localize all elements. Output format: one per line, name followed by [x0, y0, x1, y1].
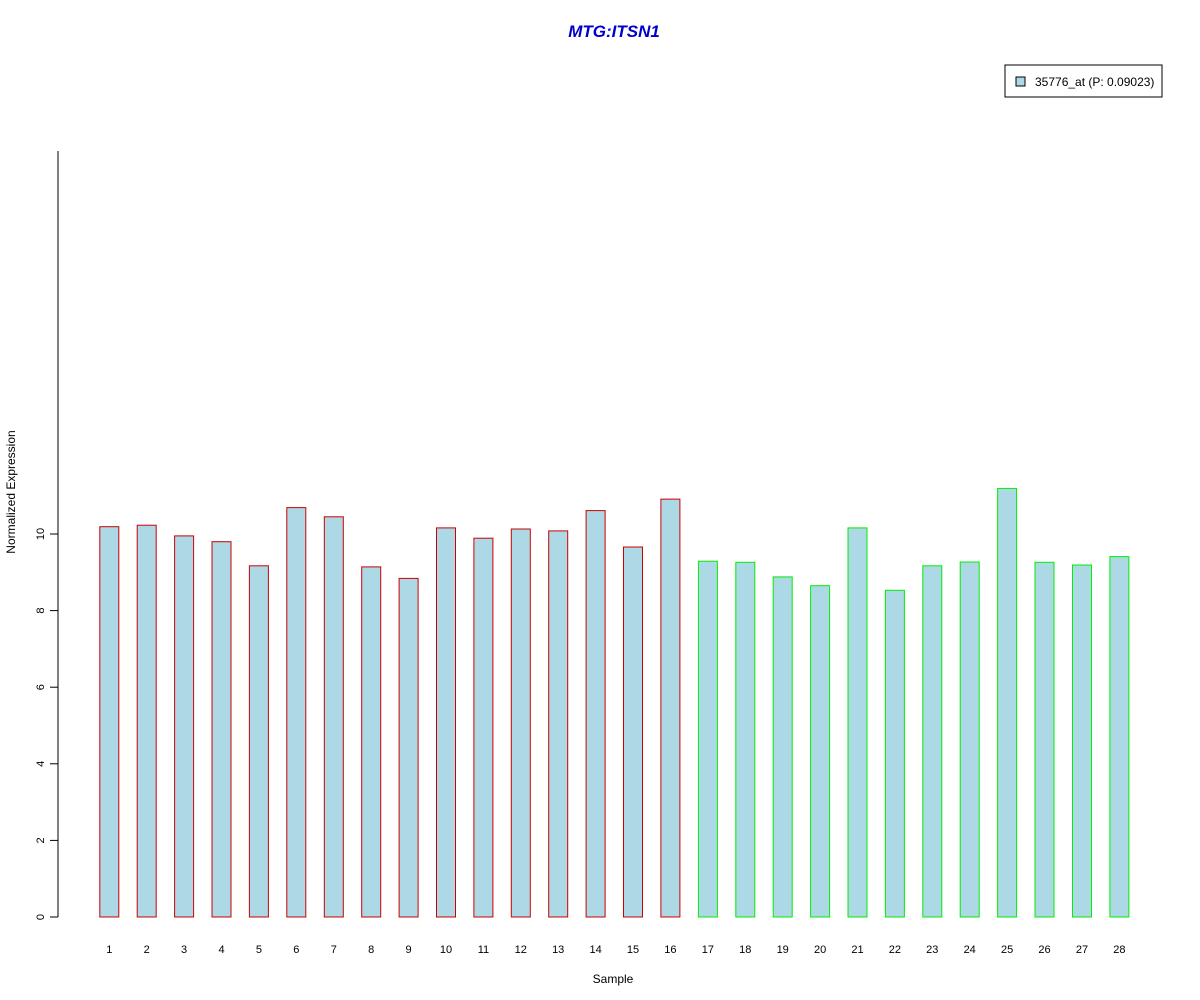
bar-sample-21 — [847, 527, 868, 918]
y-axis-label: Normalized Expression — [4, 430, 18, 553]
bar-sample-22 — [884, 589, 905, 918]
bar-sample-4 — [211, 541, 232, 918]
y-axis: 0 2 4 6 8 10 — [35, 151, 59, 920]
bar-sample-15 — [623, 546, 643, 918]
bar-sample-9 — [398, 577, 419, 918]
bar-sample-2 — [136, 524, 157, 918]
x-tick-label: 26 — [1038, 944, 1050, 956]
bar-sample-24 — [959, 561, 980, 918]
bar-sample-12 — [510, 528, 531, 918]
bar-sample-19 — [772, 576, 793, 918]
legend-entry-label: 35776_at (P: 0.09023) — [1035, 75, 1154, 89]
x-tick-label: 7 — [331, 944, 337, 956]
bar-sample-26 — [1034, 561, 1055, 918]
x-tick-label: 12 — [515, 944, 527, 956]
y-tick-label: 6 — [35, 684, 47, 690]
x-tick-label: 11 — [478, 944, 489, 956]
y-tick-label: 2 — [35, 837, 47, 843]
bar-sample-18 — [735, 561, 756, 918]
bar-sample-10 — [436, 527, 456, 918]
x-tick-label: 17 — [702, 944, 714, 956]
bar-sample-25 — [997, 487, 1018, 918]
bar-sample-17 — [697, 560, 718, 918]
bar-sample-11 — [473, 537, 494, 918]
bar-sample-28 — [1109, 556, 1130, 918]
x-axis-ticks: 1 2 3 4 5 6 7 8 9 10 11 12 13 14 15 16 17 18 19 20 21 22 23 24 2… — [106, 944, 1125, 956]
x-tick-label: 10 — [440, 944, 452, 956]
bar-series — [99, 487, 1130, 918]
x-tick-label: 18 — [739, 944, 751, 956]
bar-sample-8 — [361, 566, 382, 918]
y-tick-label: 8 — [35, 608, 47, 614]
x-tick-label: 19 — [777, 944, 789, 956]
x-tick-label: 23 — [926, 944, 938, 956]
x-tick-label: 3 — [181, 944, 187, 956]
bar-sample-16 — [660, 498, 681, 918]
x-tick-label: 6 — [293, 944, 299, 956]
x-tick-label: 25 — [1001, 944, 1013, 956]
x-tick-label: 20 — [814, 944, 826, 956]
x-tick-label: 21 — [851, 944, 863, 956]
x-tick-label: 27 — [1076, 944, 1088, 956]
x-tick-label: 2 — [144, 944, 150, 956]
bar-sample-7 — [323, 516, 344, 918]
x-tick-label: 14 — [589, 944, 601, 956]
x-tick-label: 28 — [1113, 944, 1125, 956]
legend-swatch — [1015, 76, 1026, 87]
bar-sample-13 — [548, 530, 569, 918]
bar-sample-1 — [99, 526, 120, 918]
bar-sample-3 — [174, 535, 195, 918]
legend: 35776_at (P: 0.09023) — [1004, 64, 1163, 98]
x-tick-label: 9 — [406, 944, 412, 956]
bar-sample-6 — [286, 507, 307, 918]
y-tick-label: 10 — [35, 528, 47, 540]
x-tick-label: 22 — [889, 944, 901, 956]
x-tick-label: 15 — [627, 944, 639, 956]
y-tick-label: 4 — [35, 761, 47, 767]
x-tick-label: 4 — [218, 944, 224, 956]
x-axis-label: Sample — [593, 972, 634, 986]
x-tick-label: 5 — [256, 944, 262, 956]
x-tick-label: 13 — [552, 944, 564, 956]
x-tick-label: 8 — [368, 944, 374, 956]
bar-sample-5 — [248, 565, 269, 918]
bar-sample-14 — [585, 510, 606, 918]
legend-box — [1004, 64, 1163, 98]
bar-sample-20 — [810, 585, 831, 918]
x-tick-label: 1 — [106, 944, 112, 956]
bar-sample-27 — [1072, 564, 1092, 918]
x-tick-label: 24 — [964, 944, 976, 956]
chart-title: MTG:ITSN1 — [568, 22, 660, 41]
y-tick-label: 0 — [35, 914, 47, 920]
bar-sample-23 — [922, 565, 943, 918]
x-tick-label: 16 — [664, 944, 676, 956]
